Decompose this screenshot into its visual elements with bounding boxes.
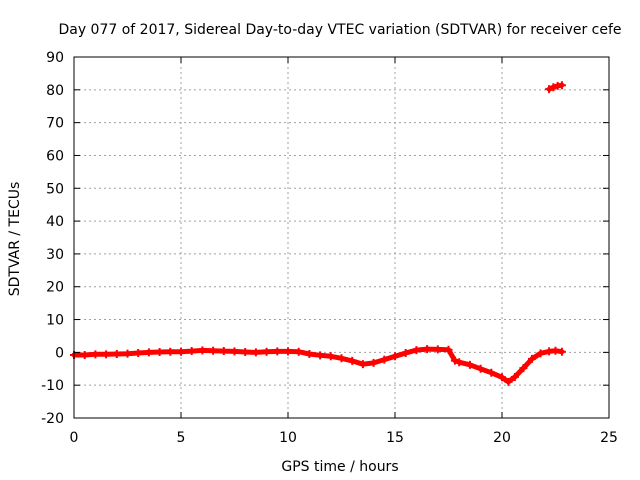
y-tick-label: 20 bbox=[46, 280, 64, 296]
series-line bbox=[71, 346, 565, 385]
data-point bbox=[433, 345, 442, 354]
data-point bbox=[112, 350, 121, 359]
data-point bbox=[123, 349, 132, 358]
data-point bbox=[380, 355, 389, 364]
y-tick-label: 10 bbox=[46, 313, 64, 329]
x-tick-label: 20 bbox=[493, 430, 511, 446]
y-tick-label: -10 bbox=[41, 378, 64, 394]
data-point bbox=[155, 348, 164, 357]
data-point bbox=[230, 347, 239, 356]
data-point bbox=[487, 368, 496, 377]
data-point bbox=[251, 348, 260, 357]
data-point bbox=[284, 347, 292, 356]
data-point bbox=[91, 350, 100, 359]
data-point bbox=[219, 347, 228, 356]
y-tick-label: 50 bbox=[46, 181, 64, 197]
data-point bbox=[273, 347, 282, 356]
x-tick-label: 15 bbox=[386, 430, 404, 446]
y-tick-label: 60 bbox=[46, 148, 64, 164]
data-point bbox=[401, 349, 410, 358]
data-point bbox=[423, 345, 432, 354]
data-point bbox=[536, 349, 545, 358]
x-tick-label: 10 bbox=[279, 430, 297, 446]
y-tick-label: 0 bbox=[55, 345, 64, 361]
data-point bbox=[369, 358, 378, 367]
data-point bbox=[510, 372, 519, 381]
data-point bbox=[504, 377, 513, 386]
data-point bbox=[177, 347, 185, 356]
data-point bbox=[262, 347, 271, 356]
data-point bbox=[444, 345, 453, 354]
data-point bbox=[465, 360, 474, 369]
data-point bbox=[198, 346, 207, 355]
data-point bbox=[527, 354, 536, 363]
data-point bbox=[450, 356, 459, 365]
data-point bbox=[358, 360, 367, 369]
chart-title: Day 077 of 2017, Sidereal Day-to-day VTE… bbox=[58, 22, 621, 38]
data-point bbox=[412, 346, 421, 355]
data-point bbox=[519, 364, 528, 373]
data-point bbox=[166, 347, 175, 356]
data-point bbox=[476, 364, 485, 373]
data-point bbox=[144, 348, 153, 357]
data-point bbox=[557, 347, 566, 356]
data-point bbox=[498, 373, 506, 382]
data-point bbox=[294, 347, 303, 356]
y-tick-label: 30 bbox=[46, 247, 64, 263]
x-tick-label: 5 bbox=[177, 430, 186, 446]
data-point bbox=[241, 348, 250, 357]
axis-ticks: 0 5 10 15 20 25 -20 -10 0 10 20 30 40 50 60 70 80 90 bbox=[41, 50, 618, 446]
data-point bbox=[348, 356, 357, 365]
data-point bbox=[209, 346, 218, 355]
data-point bbox=[549, 83, 558, 92]
data-point bbox=[80, 350, 89, 359]
data-point bbox=[134, 349, 143, 358]
data-point bbox=[187, 347, 196, 356]
grid-lines bbox=[74, 57, 609, 418]
y-tick-label: 80 bbox=[46, 83, 64, 99]
plot-frame bbox=[73, 56, 610, 419]
data-point bbox=[305, 350, 314, 359]
data-point bbox=[102, 350, 111, 359]
data-point bbox=[455, 358, 464, 367]
y-axis-label: SDTVAR / TECUs bbox=[7, 182, 23, 297]
y-tick-label: 40 bbox=[46, 214, 64, 230]
x-tick-label: 25 bbox=[600, 430, 618, 446]
data-point bbox=[316, 351, 325, 360]
data-point bbox=[391, 352, 399, 361]
series-layer bbox=[70, 81, 566, 386]
y-tick-label: 90 bbox=[46, 50, 64, 66]
y-tick-label: 70 bbox=[46, 116, 64, 132]
x-axis-label: GPS time / hours bbox=[281, 459, 398, 475]
data-point bbox=[326, 352, 335, 361]
x-tick-label: 0 bbox=[70, 430, 79, 446]
data-point bbox=[337, 354, 346, 363]
data-point bbox=[545, 85, 554, 94]
y-tick-label: -20 bbox=[41, 411, 64, 427]
data-point bbox=[557, 81, 566, 90]
